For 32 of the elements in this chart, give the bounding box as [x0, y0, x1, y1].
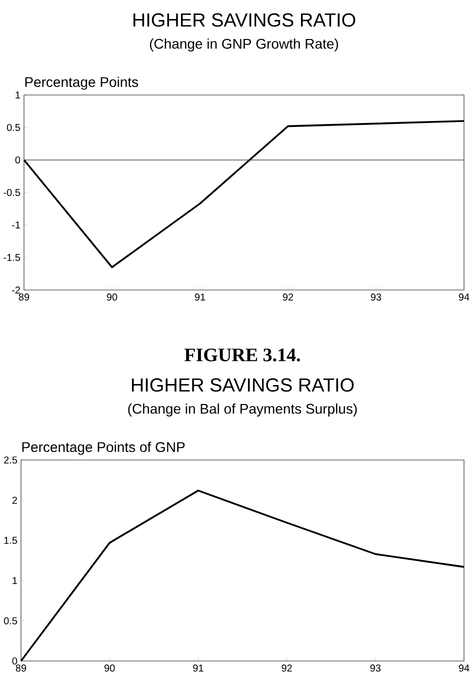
- y-tick-label: 1.5: [4, 536, 18, 544]
- x-tick-label: 93: [370, 664, 381, 672]
- y-tick-label: 1: [12, 577, 17, 584]
- y-tick-label: 0.5: [4, 617, 18, 624]
- y-tick-label: 2.5: [4, 456, 18, 464]
- x-tick-label: 92: [282, 664, 292, 672]
- x-tick-label: 93: [370, 294, 382, 301]
- x-tick-label: 94: [458, 664, 470, 672]
- y-tick-label: 0: [12, 657, 18, 665]
- y-tick-label: 1: [16, 92, 20, 98]
- y-tick-label: -1.5: [4, 254, 20, 261]
- x-tick-label: 92: [282, 294, 294, 301]
- caption: FIGURE 3.14.: [184, 348, 300, 362]
- chart-subtitle: (Change in Bal of Payments Surplus): [128, 403, 357, 417]
- x-tick-label: 90: [104, 664, 115, 672]
- chart-title: HIGHER SAVINGS RATIO: [133, 13, 356, 27]
- x-tick-label: 94: [458, 294, 470, 301]
- y-tick-label: 0: [15, 156, 20, 164]
- chart-title: HIGHER SAVINGS RATIO: [132, 378, 354, 392]
- y-axis-title: Percentage Points: [25, 76, 138, 90]
- x-tick-label: 89: [18, 294, 30, 301]
- chart-subtitle: (Change in GNP Growth Rate): [150, 38, 338, 52]
- x-tick-label: 90: [106, 294, 118, 301]
- y-tick-label: -0.5: [4, 188, 20, 196]
- y-tick-label: 2: [12, 496, 17, 504]
- y-axis-title: Percentage Points of GNP: [22, 442, 185, 455]
- x-tick-label: 91: [193, 664, 204, 672]
- y-tick-label: -2: [12, 286, 20, 294]
- x-tick-label: 91: [194, 294, 206, 301]
- y-tick-label: -1: [12, 222, 20, 228]
- x-tick-label: 89: [16, 664, 26, 672]
- y-tick-label: 0.5: [6, 124, 20, 132]
